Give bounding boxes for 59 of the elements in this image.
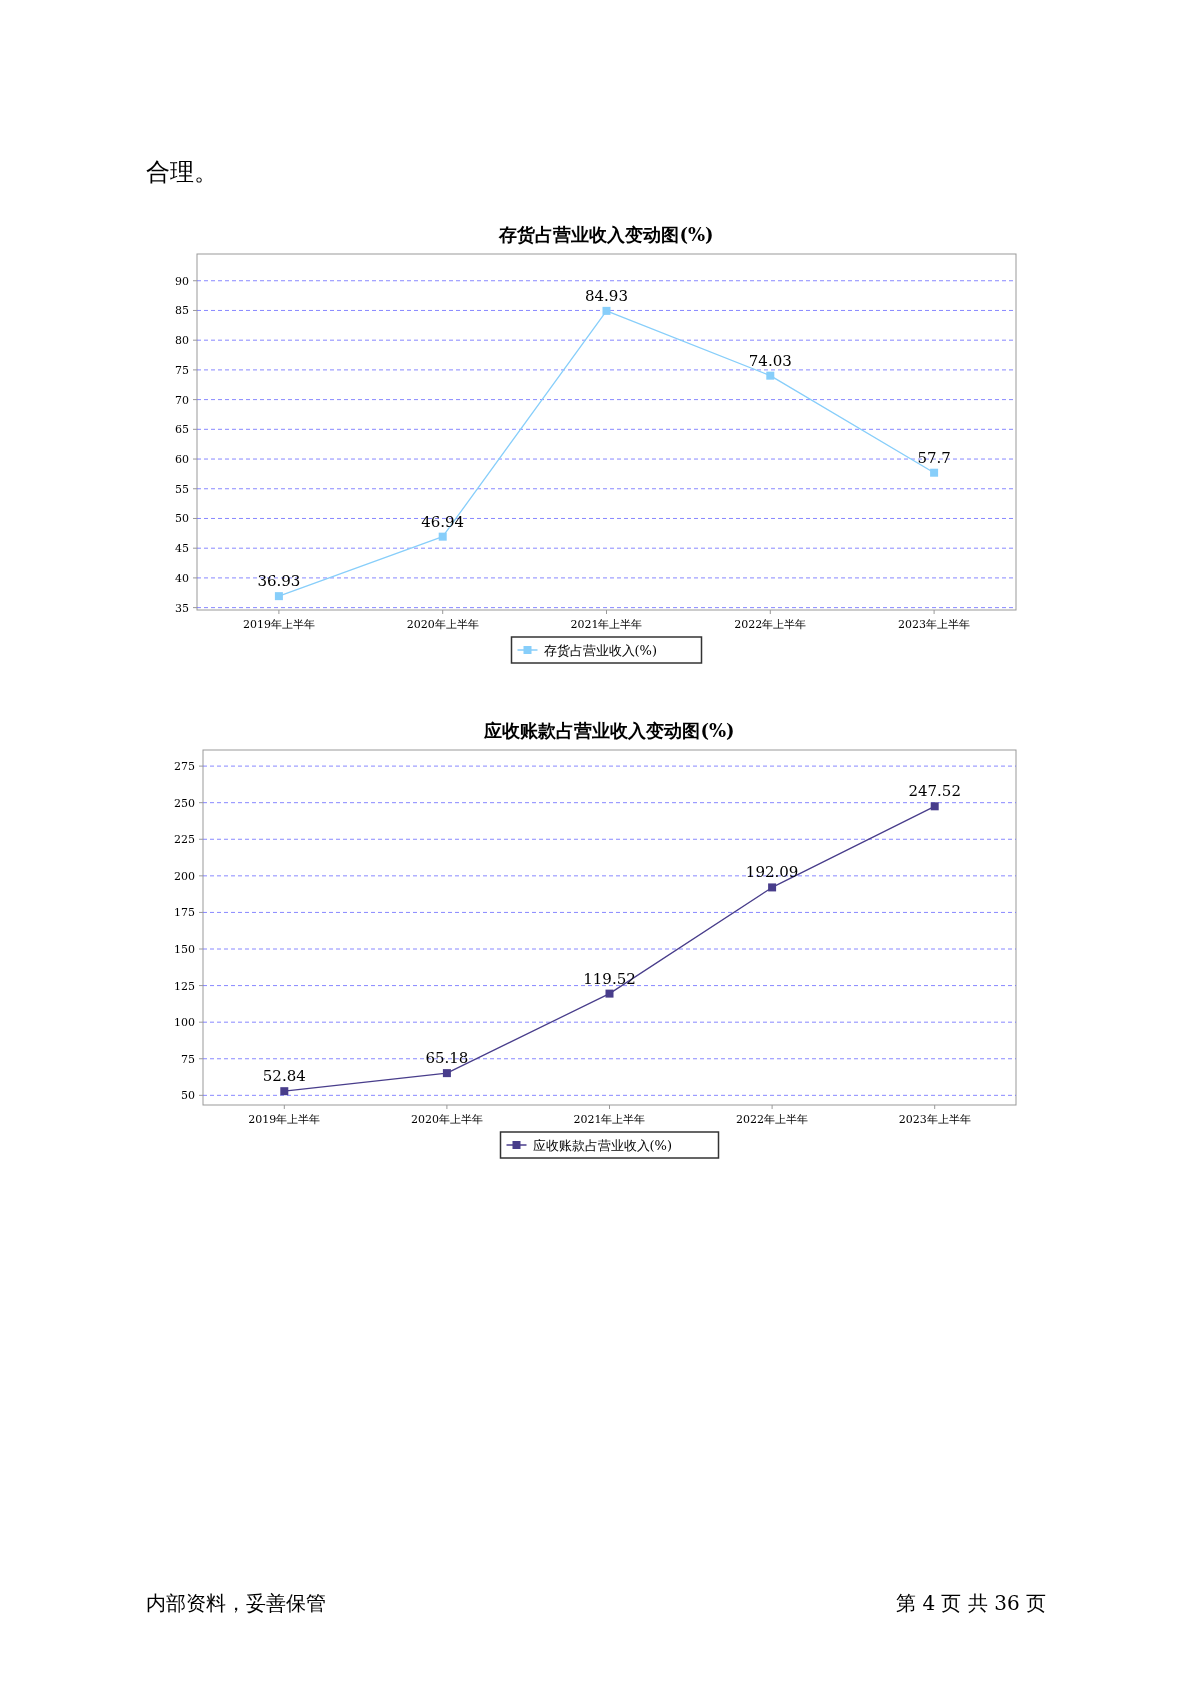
data-label: 65.18 xyxy=(425,1049,469,1068)
data-label: 119.52 xyxy=(583,969,636,988)
data-label: 247.52 xyxy=(908,782,961,801)
x-tick-label: 2022年上半年 xyxy=(736,1113,809,1126)
chart-title: 存货占营业收入变动图(%) xyxy=(498,224,714,245)
y-tick-label: 65 xyxy=(175,423,189,437)
x-tick-label: 2022年上半年 xyxy=(734,618,807,631)
y-tick-label: 125 xyxy=(174,979,195,993)
data-label: 52.84 xyxy=(262,1067,306,1086)
y-tick-label: 55 xyxy=(175,482,189,496)
legend-label: 存货占营业收入(%) xyxy=(543,643,657,658)
y-tick-label: 275 xyxy=(174,760,195,774)
x-tick-label: 2020年上半年 xyxy=(406,618,479,631)
x-tick-label: 2021年上半年 xyxy=(570,618,643,631)
y-tick-label: 75 xyxy=(181,1052,195,1066)
y-tick-label: 85 xyxy=(175,304,189,318)
chart-title: 应收账款占营业收入变动图(%) xyxy=(483,720,735,741)
x-tick-label: 2023年上半年 xyxy=(898,618,971,631)
y-tick-label: 175 xyxy=(174,906,195,920)
point xyxy=(442,1069,451,1078)
y-tick-label: 90 xyxy=(175,274,189,288)
point xyxy=(602,306,611,315)
y-tick-label: 70 xyxy=(175,393,189,407)
point xyxy=(280,1087,289,1096)
y-tick-label: 80 xyxy=(175,334,189,348)
x-tick-label: 2023年上半年 xyxy=(898,1113,971,1126)
point xyxy=(930,468,939,477)
y-tick-label: 45 xyxy=(175,542,189,556)
data-label: 84.93 xyxy=(585,286,628,305)
data-label: 192.09 xyxy=(745,863,799,882)
y-tick-label: 60 xyxy=(175,453,189,467)
data-label: 46.94 xyxy=(421,512,465,531)
y-tick-label: 50 xyxy=(181,1089,195,1103)
x-tick-label: 2019年上半年 xyxy=(248,1113,321,1126)
legend-label: 应收账款占营业收入(%) xyxy=(532,1138,672,1153)
y-tick-label: 250 xyxy=(174,796,195,810)
point xyxy=(930,802,939,811)
text: 合理。 xyxy=(146,158,218,186)
x-tick-label: 2021年上半年 xyxy=(573,1113,646,1126)
y-tick-label: 100 xyxy=(174,1016,195,1030)
point xyxy=(438,532,447,541)
x-tick-label: 2020年上半年 xyxy=(410,1113,483,1126)
y-tick-label: 50 xyxy=(175,512,189,526)
point xyxy=(766,371,775,380)
y-tick-label: 35 xyxy=(175,601,189,615)
point xyxy=(768,883,777,892)
data-label: 74.03 xyxy=(748,351,792,370)
x-tick-label: 2019年上半年 xyxy=(242,618,315,631)
y-tick-label: 40 xyxy=(175,571,189,585)
point xyxy=(605,989,614,998)
y-tick-label: 225 xyxy=(174,833,195,847)
text: 内部资料，妥善保管 xyxy=(146,1591,326,1615)
y-tick-label: 200 xyxy=(174,869,195,883)
y-tick-label: 150 xyxy=(174,943,195,957)
y-tick-label: 75 xyxy=(175,363,189,377)
data-label: 36.93 xyxy=(257,572,301,591)
data-label: 57.7 xyxy=(917,448,951,467)
text: 第 4 页 共 36 页 xyxy=(896,1591,1046,1615)
point xyxy=(274,592,283,601)
